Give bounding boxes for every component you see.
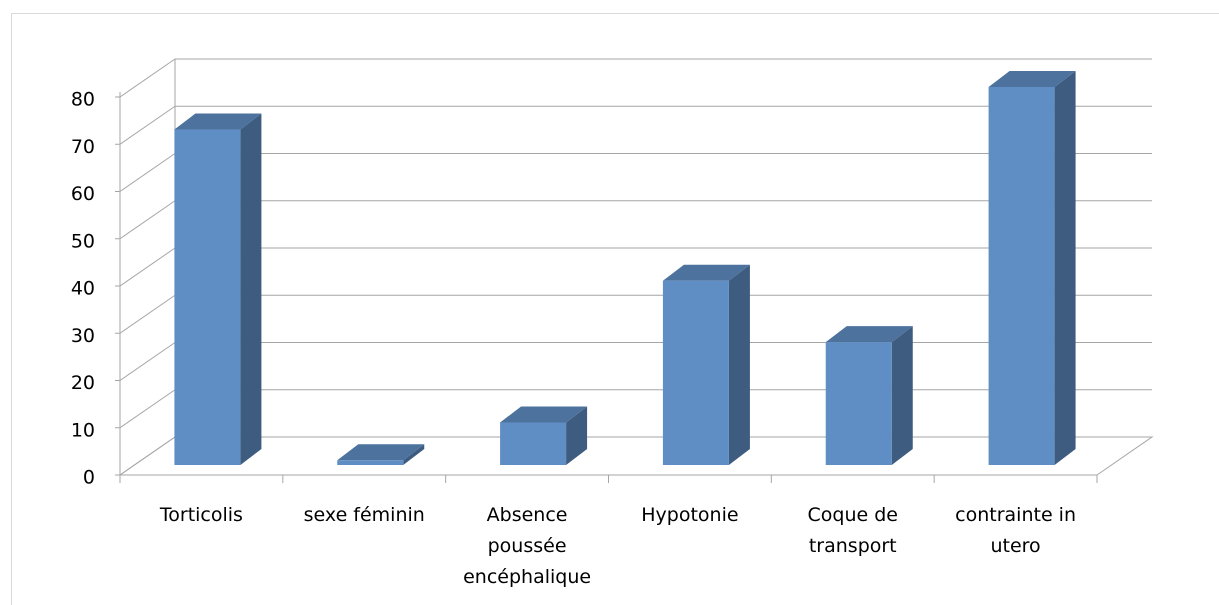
- bar: [500, 406, 588, 465]
- grid-line: [119, 153, 176, 192]
- bar-side: [1054, 71, 1076, 465]
- x-tick-label: Absence poussée encéphalique: [463, 504, 591, 588]
- grid-line: [119, 436, 176, 476]
- y-tick-label: 0: [83, 467, 95, 489]
- grid-line: [119, 105, 176, 145]
- x-tick-label: Hypotonie: [641, 504, 738, 526]
- bar-top: [337, 444, 425, 461]
- bar-front: [662, 280, 729, 465]
- bar-top: [500, 406, 588, 423]
- bar-top: [825, 326, 913, 343]
- bar-side: [891, 326, 913, 465]
- bar-side: [728, 264, 750, 465]
- x-tick-label: contrainte in utero: [955, 504, 1076, 557]
- bar-top: [174, 113, 262, 130]
- grid-line: [119, 342, 176, 381]
- y-tick-label: 60: [71, 183, 95, 205]
- bar-side: [566, 406, 588, 465]
- y-tick-label: 80: [71, 89, 95, 111]
- grid-line: [119, 294, 176, 334]
- y-tick-label: 30: [71, 325, 95, 347]
- bar: [174, 113, 262, 466]
- bar-top: [662, 264, 750, 281]
- x-tick-label: Coque de transport: [808, 504, 898, 557]
- grid-line: [119, 200, 176, 240]
- grid-line: [119, 389, 176, 429]
- x-tick-label: Torticolis: [159, 504, 243, 526]
- chart-frame: [11, 13, 1219, 605]
- bar: [662, 264, 750, 465]
- y-tick-label: 10: [71, 419, 95, 441]
- bar-side: [240, 113, 262, 466]
- grid-line: [119, 247, 176, 287]
- grid-line: [119, 58, 176, 98]
- y-tick-label: 50: [71, 230, 95, 252]
- y-tick-label: 20: [71, 372, 95, 394]
- bar-front: [500, 422, 567, 465]
- y-tick-label: 70: [71, 136, 95, 158]
- bar: [825, 326, 913, 465]
- x-tick-label: sexe féminin: [304, 504, 425, 526]
- bar-front: [988, 87, 1055, 465]
- bar-front: [337, 460, 404, 465]
- bar: [337, 444, 425, 465]
- bar-front: [825, 342, 892, 465]
- bar-top: [988, 71, 1076, 87]
- bar-side: [403, 444, 425, 465]
- y-tick-label: 40: [71, 278, 95, 300]
- bar: [988, 71, 1076, 465]
- bar-front: [174, 129, 241, 465]
